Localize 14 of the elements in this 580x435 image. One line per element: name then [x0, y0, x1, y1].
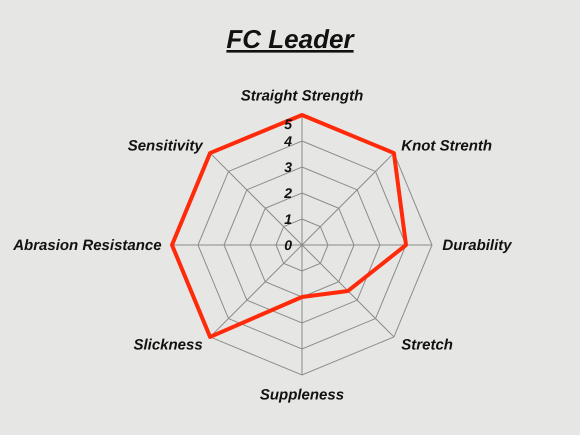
- y-tick-label: 0: [284, 237, 292, 253]
- spoke-label: Knot Strenth: [401, 138, 492, 155]
- spoke-label: Durability: [442, 237, 512, 254]
- y-tick-label: 2: [283, 185, 292, 201]
- chart-title: FC Leader: [226, 24, 356, 54]
- spoke-label: Slickness: [134, 336, 203, 354]
- spoke-label: Stretch: [401, 336, 453, 354]
- y-tick-label: 3: [284, 159, 292, 175]
- spoke-label: Sensitivity: [128, 138, 204, 155]
- spoke-label: Suppleness: [260, 386, 344, 404]
- y-tick-label: 1: [284, 211, 292, 227]
- spoke-label: Straight Strength: [240, 88, 364, 105]
- spoke-label: Abrasion Resistance: [12, 237, 162, 254]
- y-tick-label: 4: [283, 133, 292, 149]
